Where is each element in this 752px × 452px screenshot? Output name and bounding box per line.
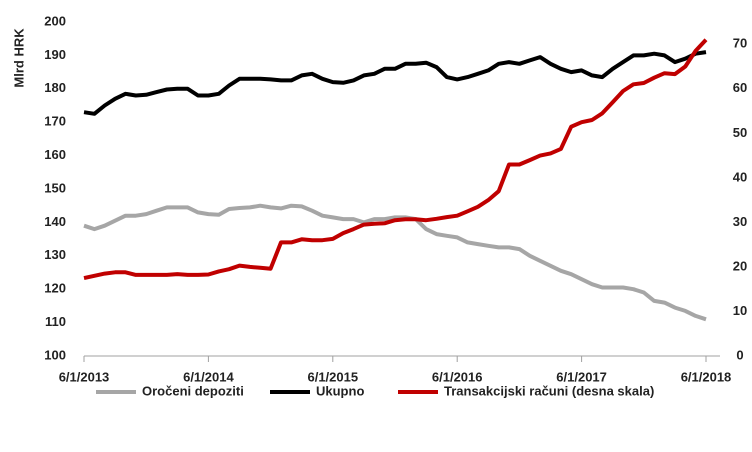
y-tick-label: 160 xyxy=(44,147,66,162)
x-tick-label: 6/1/2017 xyxy=(556,369,607,384)
y-tick-label: 200 xyxy=(44,13,66,28)
y-tick-label: 110 xyxy=(45,314,66,329)
y-tick-label: 120 xyxy=(44,281,66,296)
y-tick-label: 130 xyxy=(44,247,66,262)
y2-tick-label: 0 xyxy=(736,347,743,362)
y2-tick-label: 40 xyxy=(733,169,747,184)
y2-tick-label: 60 xyxy=(733,80,747,95)
y2-tick-label: 10 xyxy=(733,303,747,318)
x-tick-label: 6/1/2018 xyxy=(681,369,732,384)
legend-label: Transakcijski računi (desna skala) xyxy=(444,383,654,398)
series-line xyxy=(83,203,707,322)
y-tick-label: 190 xyxy=(44,47,66,62)
x-tick-label: 6/1/2014 xyxy=(183,369,234,384)
series-line xyxy=(83,50,707,116)
y2-tick-label: 70 xyxy=(733,36,747,51)
y-tick-label: 150 xyxy=(44,180,66,195)
y2-tick-label: 50 xyxy=(733,125,747,140)
x-tick-label: 6/1/2015 xyxy=(307,369,358,384)
y2-tick-label: 20 xyxy=(733,258,747,273)
x-tick-label: 6/1/2013 xyxy=(59,369,110,384)
legend-label: Oročeni depoziti xyxy=(142,383,244,398)
y-axis-label: Mlrd HRK xyxy=(11,28,26,88)
series-line xyxy=(83,38,708,281)
y-tick-label: 170 xyxy=(44,114,66,129)
x-tick-label: 6/1/2016 xyxy=(432,369,483,384)
y-tick-label: 180 xyxy=(44,80,66,95)
legend-label: Ukupno xyxy=(316,383,364,398)
y2-tick-label: 30 xyxy=(733,214,747,229)
y-tick-label: 100 xyxy=(44,347,66,362)
y-tick-label: 140 xyxy=(44,214,66,229)
